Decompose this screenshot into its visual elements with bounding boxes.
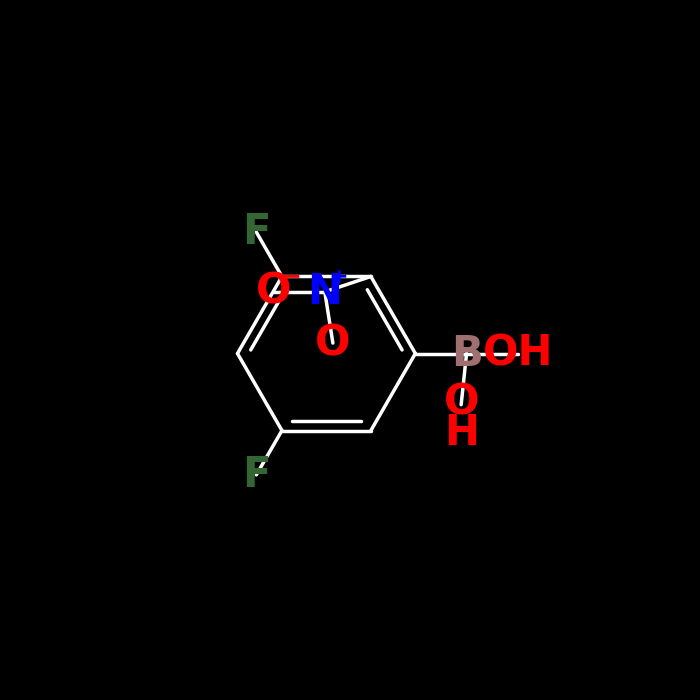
- Text: −: −: [280, 264, 301, 288]
- Text: H: H: [444, 412, 479, 454]
- Text: O: O: [256, 271, 291, 313]
- Text: N: N: [307, 271, 342, 313]
- Text: F: F: [242, 454, 271, 496]
- Text: F: F: [242, 211, 271, 253]
- Text: B: B: [451, 332, 482, 375]
- Text: +: +: [330, 267, 349, 287]
- Text: OH: OH: [482, 332, 553, 375]
- Text: O: O: [443, 381, 479, 423]
- Text: O: O: [315, 322, 351, 364]
